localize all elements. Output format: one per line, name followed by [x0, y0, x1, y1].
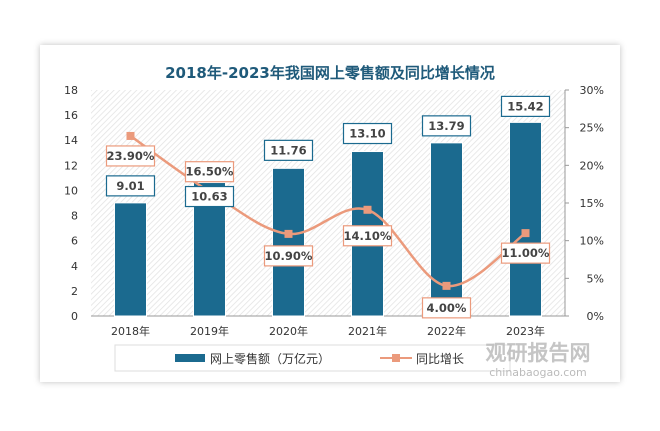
- y-left-tick-label: 10: [64, 184, 78, 197]
- bar: [272, 167, 305, 317]
- watermark-url: chinabaogao.com: [489, 366, 587, 379]
- y-left-tick-label: 4: [71, 260, 78, 273]
- bar-data-label-box: [263, 139, 314, 161]
- line-data-label: 10.90%: [265, 249, 313, 263]
- bar-data-label: 11.76: [270, 143, 306, 157]
- line-data-label-box: [421, 297, 472, 319]
- x-tick-label: 2021年: [348, 324, 387, 338]
- bar: [509, 121, 542, 317]
- x-tick-label: 2023年: [506, 324, 545, 338]
- bar: [430, 142, 463, 317]
- bar-data-label-box: [105, 175, 156, 197]
- growth-marker: [442, 281, 451, 290]
- line-data-label-box: [263, 245, 314, 267]
- y-left-tick-label: 16: [64, 109, 78, 122]
- y-right-tick-label: 5%: [587, 272, 604, 285]
- legend-bar-swatch: [175, 354, 205, 362]
- legend-bar-label: 网上零售额（万亿元）: [210, 351, 330, 366]
- y-left-tick-label: 0: [71, 310, 78, 323]
- line-data-label-box: [184, 161, 235, 183]
- legend-line-marker: [392, 354, 400, 362]
- y-right-tick-label: 15%: [580, 197, 604, 210]
- line-data-label-box: [105, 145, 156, 167]
- bar-data-label-box: [184, 185, 235, 208]
- bar: [114, 202, 147, 317]
- legend-line-label: 同比增长: [416, 352, 464, 366]
- bar-data-label: 13.79: [428, 119, 464, 133]
- line-data-label-box: [342, 225, 393, 247]
- bar-data-label-box: [342, 122, 393, 145]
- y-left-tick-label: 18: [64, 84, 78, 97]
- growth-marker: [284, 229, 293, 238]
- bar-data-label: 10.63: [191, 190, 227, 204]
- chart-title: 2018年-2023年我国网上零售额及同比增长情况: [165, 64, 495, 82]
- bar-data-label: 13.10: [349, 127, 385, 141]
- line-data-label: 14.10%: [344, 229, 392, 243]
- growth-marker: [363, 205, 372, 214]
- y-left-tick-label: 6: [71, 235, 78, 248]
- y-left-tick-label: 12: [64, 159, 78, 172]
- growth-marker: [126, 131, 135, 140]
- bar-data-label-box: [421, 115, 472, 137]
- plot-area: [91, 90, 565, 316]
- x-tick-label: 2019年: [190, 324, 229, 338]
- line-data-label: 4.00%: [427, 301, 467, 315]
- bar-data-label-box: [500, 95, 551, 117]
- line-data-label-box: [500, 242, 551, 264]
- y-right-tick-label: 30%: [580, 84, 604, 97]
- line-data-label: 16.50%: [186, 165, 234, 179]
- y-left-tick-label: 14: [64, 134, 78, 147]
- growth-marker: [521, 229, 530, 238]
- bar-data-label: 15.42: [507, 99, 543, 113]
- y-left-tick-label: 2: [71, 285, 78, 298]
- x-tick-label: 2022年: [427, 324, 466, 338]
- line-data-label: 11.00%: [502, 246, 550, 260]
- y-left-tick-label: 8: [71, 210, 78, 223]
- x-tick-label: 2018年: [111, 324, 150, 338]
- y-right-tick-label: 25%: [580, 122, 604, 135]
- x-tick-label: 2020年: [269, 324, 308, 338]
- y-right-tick-label: 20%: [580, 159, 604, 172]
- y-right-tick-label: 10%: [580, 235, 604, 248]
- bar-data-label: 9.01: [116, 179, 144, 193]
- line-data-label: 23.90%: [107, 149, 155, 163]
- y-right-tick-label: 0%: [587, 310, 604, 323]
- watermark-name: 观研报告网: [486, 341, 591, 365]
